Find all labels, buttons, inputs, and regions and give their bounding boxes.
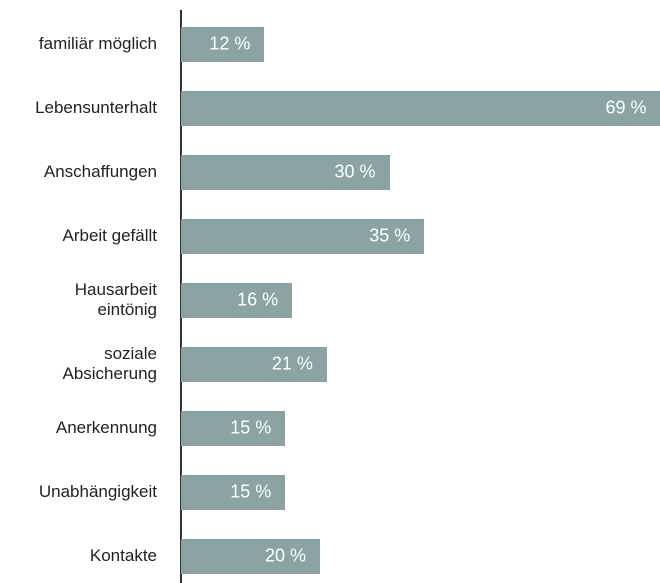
value-label: 15 % — [230, 417, 272, 438]
bar — [181, 282, 293, 318]
bar — [181, 538, 320, 574]
value-label: 30 % — [334, 161, 376, 182]
value-label: 12 % — [209, 33, 251, 54]
category-label: familiär möglich — [38, 34, 157, 53]
value-label: 20 % — [264, 545, 306, 566]
bar — [181, 410, 286, 446]
value-label: 15 % — [230, 481, 272, 502]
bar — [181, 346, 327, 382]
category-label: soziale Absicherung — [62, 344, 157, 383]
category-label: Anschaffungen — [43, 162, 157, 181]
value-label: 21 % — [271, 353, 313, 374]
bar — [181, 26, 265, 62]
bar — [181, 90, 660, 126]
category-label: Unabhängigkeit — [38, 482, 157, 501]
category-label: Anerkennung — [55, 418, 157, 437]
value-label: 35 % — [369, 225, 411, 246]
bar — [181, 474, 286, 510]
category-label: Kontakte — [89, 546, 157, 565]
bar — [181, 218, 425, 254]
value-label: 69 % — [605, 97, 647, 118]
value-label: 16 % — [237, 289, 279, 310]
category-label: Hausarbeit eintönig — [74, 280, 157, 319]
category-label: Lebensunterhalt — [35, 98, 157, 117]
category-label: Arbeit gefällt — [62, 226, 158, 245]
axis-line — [180, 10, 182, 583]
bar — [181, 154, 390, 190]
